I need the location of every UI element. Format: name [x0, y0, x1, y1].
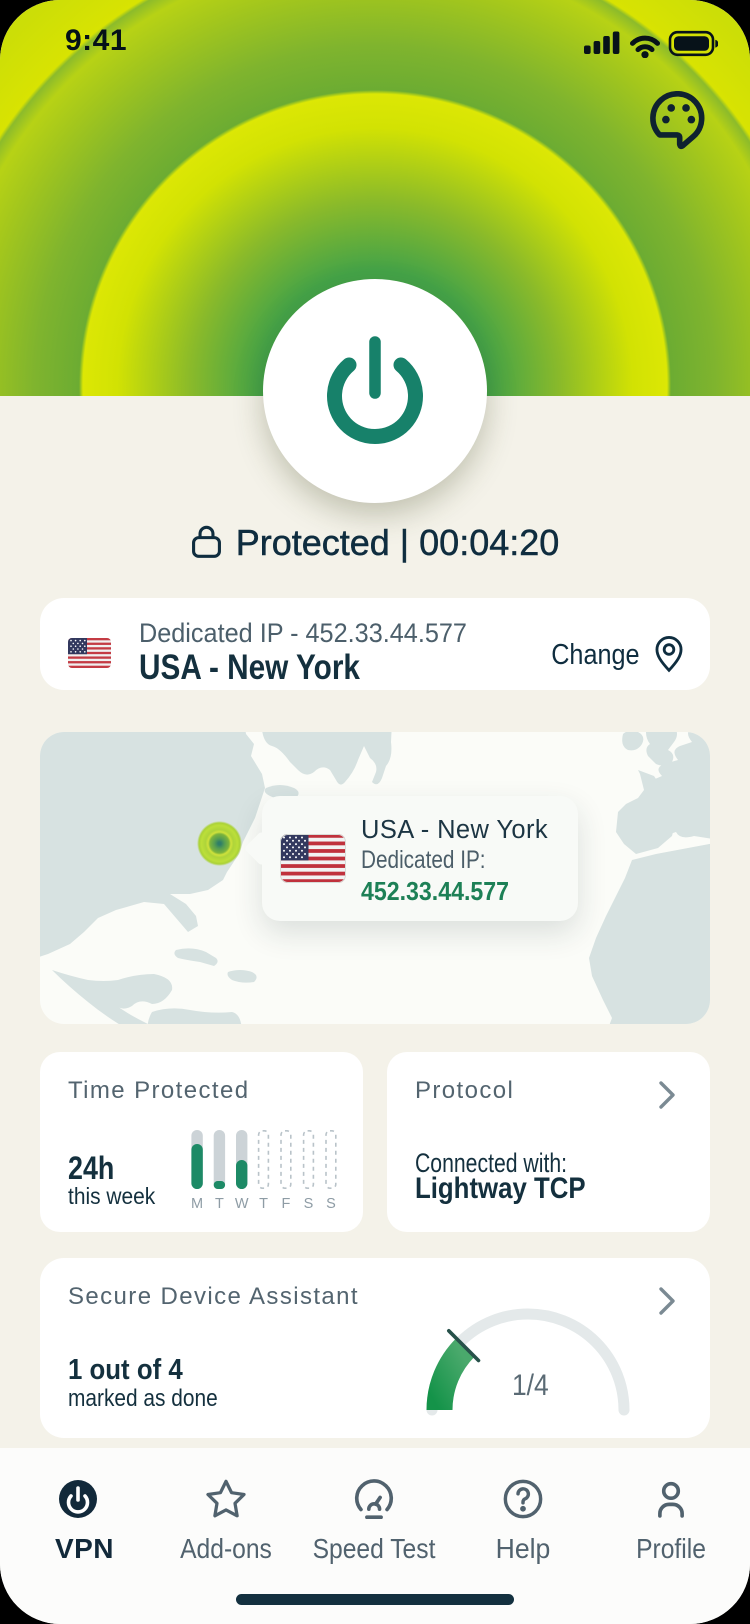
- svg-text:W: W: [235, 1196, 249, 1212]
- svg-text:M: M: [191, 1196, 203, 1212]
- svg-text:S: S: [304, 1196, 314, 1212]
- svg-text:S: S: [326, 1196, 336, 1212]
- svg-text:T: T: [215, 1196, 224, 1212]
- svg-text:F: F: [281, 1196, 290, 1212]
- svg-text:T: T: [259, 1196, 268, 1212]
